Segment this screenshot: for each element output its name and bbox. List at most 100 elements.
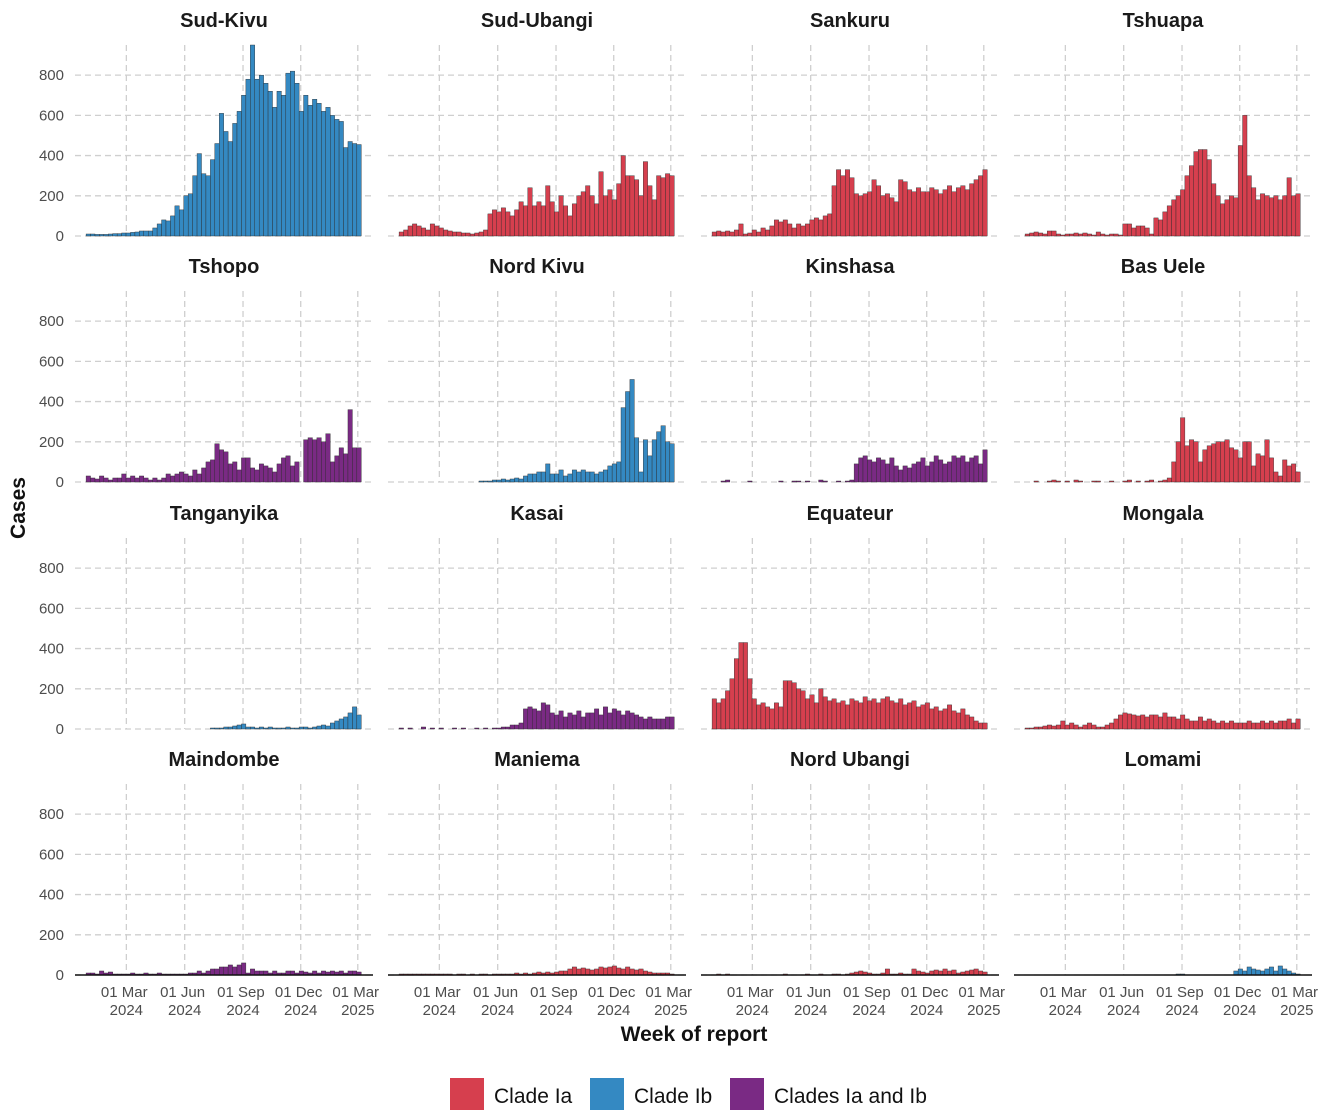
bar [969, 183, 975, 237]
bar [756, 704, 762, 730]
bar [647, 455, 653, 483]
bar [232, 725, 238, 730]
bar [607, 712, 613, 730]
bar [1175, 441, 1181, 483]
bar [1100, 726, 1106, 730]
bar [1140, 714, 1146, 730]
bar [236, 724, 242, 730]
bar [1251, 465, 1257, 483]
bar [576, 968, 582, 976]
x-tick-label: 01 Sep 2024 [530, 984, 582, 1019]
bar [920, 191, 926, 237]
bar [487, 480, 493, 483]
bar [884, 696, 890, 730]
bar [867, 191, 873, 237]
bar [1224, 722, 1230, 730]
bar [558, 710, 564, 730]
bar [969, 716, 975, 730]
bar [343, 453, 349, 483]
bar [787, 680, 793, 730]
bar [356, 714, 362, 730]
bar [245, 78, 251, 237]
bar [334, 119, 340, 237]
bar [483, 727, 489, 730]
bar [500, 207, 506, 237]
x-axis-label: Week of report [621, 1023, 768, 1046]
bar [429, 727, 435, 730]
bar [1220, 441, 1226, 483]
bar [196, 153, 202, 237]
bar [1220, 720, 1226, 730]
panel-title: Sud-Ubangi [481, 10, 593, 32]
bar [725, 690, 731, 730]
bar [924, 702, 930, 730]
bar [964, 189, 970, 237]
bar [214, 727, 220, 730]
bar [933, 706, 939, 730]
bar [1180, 189, 1186, 237]
bar [505, 211, 511, 237]
bar [969, 457, 975, 483]
bar [929, 187, 935, 237]
bar [276, 463, 282, 483]
x-tick-label: 01 Mar 2025 [332, 984, 383, 1019]
bar [840, 175, 846, 237]
bar [563, 205, 568, 237]
bar [258, 74, 264, 237]
bar [492, 209, 497, 237]
bar [938, 193, 944, 237]
bar [236, 964, 242, 976]
bar [656, 718, 662, 730]
bar [760, 702, 766, 730]
bar [325, 433, 331, 483]
bar [536, 710, 542, 730]
bar [281, 457, 287, 483]
bar [170, 475, 176, 483]
panel-title: Sankuru [810, 10, 890, 32]
bar [338, 447, 344, 483]
bar [858, 457, 864, 483]
bar [312, 726, 318, 730]
bar [179, 209, 184, 237]
bar [960, 455, 966, 483]
panel-title: Mongala [1122, 503, 1204, 525]
bar [1180, 417, 1186, 483]
bar [951, 710, 957, 730]
bar [1282, 459, 1288, 483]
bar [205, 175, 211, 237]
bar [978, 722, 984, 730]
bar [1269, 966, 1274, 976]
bar [734, 658, 739, 730]
bar [1295, 718, 1301, 730]
bar [183, 195, 189, 237]
bar [585, 185, 591, 237]
bar [1251, 722, 1257, 730]
bar [911, 191, 917, 237]
bar [880, 459, 886, 483]
bar [853, 700, 859, 730]
bar [1295, 471, 1301, 483]
bar [1109, 722, 1115, 730]
bar [1175, 718, 1181, 730]
bar [352, 447, 358, 483]
bar [330, 115, 335, 237]
bar [1166, 477, 1172, 483]
bar [647, 716, 653, 730]
bar [902, 704, 908, 730]
bar [669, 716, 675, 730]
x-tick-label: 01 Mar 2024 [101, 984, 152, 1019]
bar [245, 726, 251, 730]
bar [889, 457, 895, 483]
bar [1087, 233, 1092, 237]
bar [634, 969, 639, 976]
bar [1055, 233, 1061, 237]
bar [796, 480, 802, 483]
bar [982, 722, 988, 730]
bar [960, 708, 966, 730]
bar [1033, 726, 1039, 730]
legend-label: Clade Ib [634, 1085, 712, 1108]
bar [902, 465, 908, 483]
bar [232, 123, 238, 237]
bar [1242, 115, 1248, 237]
bar [660, 425, 666, 483]
